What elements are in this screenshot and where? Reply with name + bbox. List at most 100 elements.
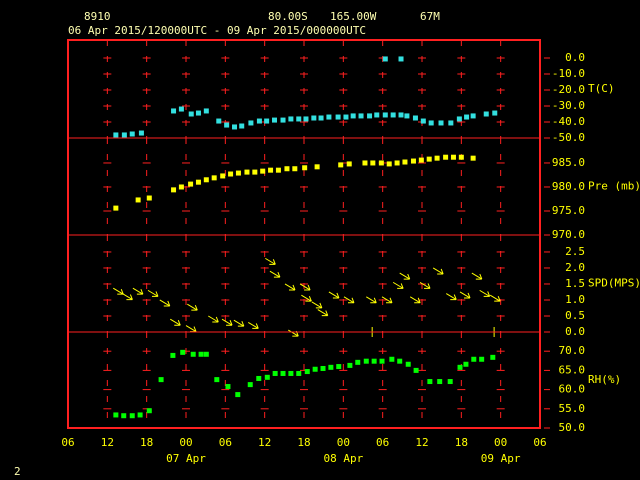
data-point: [448, 120, 454, 126]
station-id: 8910: [84, 10, 111, 23]
data-point: [483, 111, 489, 117]
data-point: [256, 375, 262, 381]
data-point: [303, 116, 309, 122]
data-point: [296, 370, 302, 376]
data-point: [239, 123, 245, 129]
y-tick-label: 55.0: [559, 402, 586, 415]
data-point: [355, 359, 361, 365]
data-point: [195, 179, 201, 185]
data-point: [370, 160, 376, 166]
data-point: [138, 130, 144, 136]
x-tick-label: 12: [258, 436, 271, 449]
data-point: [113, 205, 119, 211]
data-point: [284, 166, 290, 172]
data-point: [296, 116, 302, 122]
wind-arrow: [301, 294, 312, 302]
y-tick-label: -50.0: [552, 131, 585, 144]
wind-arrow: [392, 281, 404, 289]
x-tick-label: 00: [337, 436, 350, 449]
data-point: [272, 117, 277, 123]
data-point: [397, 358, 403, 364]
data-point: [437, 379, 443, 385]
data-point: [402, 159, 408, 165]
wind-arrow: [419, 281, 431, 289]
latitude: 80.00S: [268, 10, 308, 23]
data-point: [374, 112, 380, 118]
data-point: [358, 113, 364, 119]
wind-arrow: [122, 293, 133, 301]
data-point: [311, 115, 317, 121]
data-point: [363, 358, 369, 364]
data-point: [280, 370, 286, 376]
wind-arrow: [269, 270, 281, 278]
data-point: [158, 377, 164, 383]
data-point: [312, 366, 318, 372]
data-point: [318, 115, 324, 121]
data-point: [113, 132, 119, 138]
data-point: [275, 167, 281, 173]
data-point: [264, 374, 270, 380]
y-tick-label: 0.0: [565, 325, 585, 338]
data-point: [135, 197, 141, 203]
data-point: [463, 361, 469, 367]
data-point: [203, 108, 209, 114]
data-point: [232, 124, 238, 130]
data-point: [129, 131, 135, 137]
wind-arrow: [233, 319, 245, 327]
y-axis-label: T(C): [588, 82, 615, 95]
data-point: [464, 114, 470, 120]
data-point: [326, 114, 332, 120]
data-point: [228, 171, 234, 177]
elevation: 67M: [420, 10, 440, 23]
data-point: [350, 113, 356, 119]
data-point: [247, 382, 253, 388]
data-point: [113, 412, 119, 418]
data-point: [256, 118, 262, 124]
wind-arrow: [381, 296, 393, 304]
data-point: [457, 364, 463, 370]
y-axis-label: Pre (mb): [588, 180, 640, 193]
wind-arrow: [471, 272, 483, 280]
x-date-label: 08 Apr: [323, 452, 363, 465]
data-point: [188, 111, 194, 117]
wind-arrow: [170, 318, 181, 326]
data-point: [203, 177, 209, 183]
wind-arrow: [317, 309, 329, 317]
data-point: [137, 412, 143, 418]
wind-arrow: [147, 289, 159, 297]
data-point: [434, 155, 440, 161]
data-point: [343, 114, 349, 120]
data-point: [420, 118, 426, 124]
data-point: [405, 361, 411, 367]
y-tick-label: 2.5: [565, 245, 585, 258]
wind-arrow: [159, 299, 171, 307]
data-point: [171, 187, 177, 193]
data-point: [288, 116, 294, 122]
x-tick-label: 06: [61, 436, 74, 449]
data-point: [314, 164, 320, 170]
x-date-label: 07 Apr: [166, 452, 206, 465]
wind-arrow: [185, 325, 197, 333]
data-point: [389, 356, 395, 362]
data-point: [121, 413, 127, 419]
data-point: [248, 120, 254, 126]
data-point: [418, 157, 424, 163]
data-point: [426, 156, 432, 162]
data-point: [170, 352, 176, 358]
wind-arrow: [265, 257, 276, 265]
y-tick-label: -10.0: [552, 67, 585, 80]
y-tick-label: 970.0: [552, 228, 585, 241]
data-point: [203, 351, 209, 357]
data-point: [320, 365, 326, 371]
longitude: 165.00W: [330, 10, 377, 23]
data-point: [438, 120, 444, 126]
data-point: [178, 184, 184, 190]
x-tick-label: 00: [494, 436, 507, 449]
data-point: [443, 154, 449, 160]
data-point: [235, 392, 241, 398]
y-tick-label: 65.0: [559, 363, 586, 376]
y-axis-label: RH(%): [588, 373, 621, 386]
data-point: [129, 413, 135, 419]
data-point: [328, 364, 334, 370]
